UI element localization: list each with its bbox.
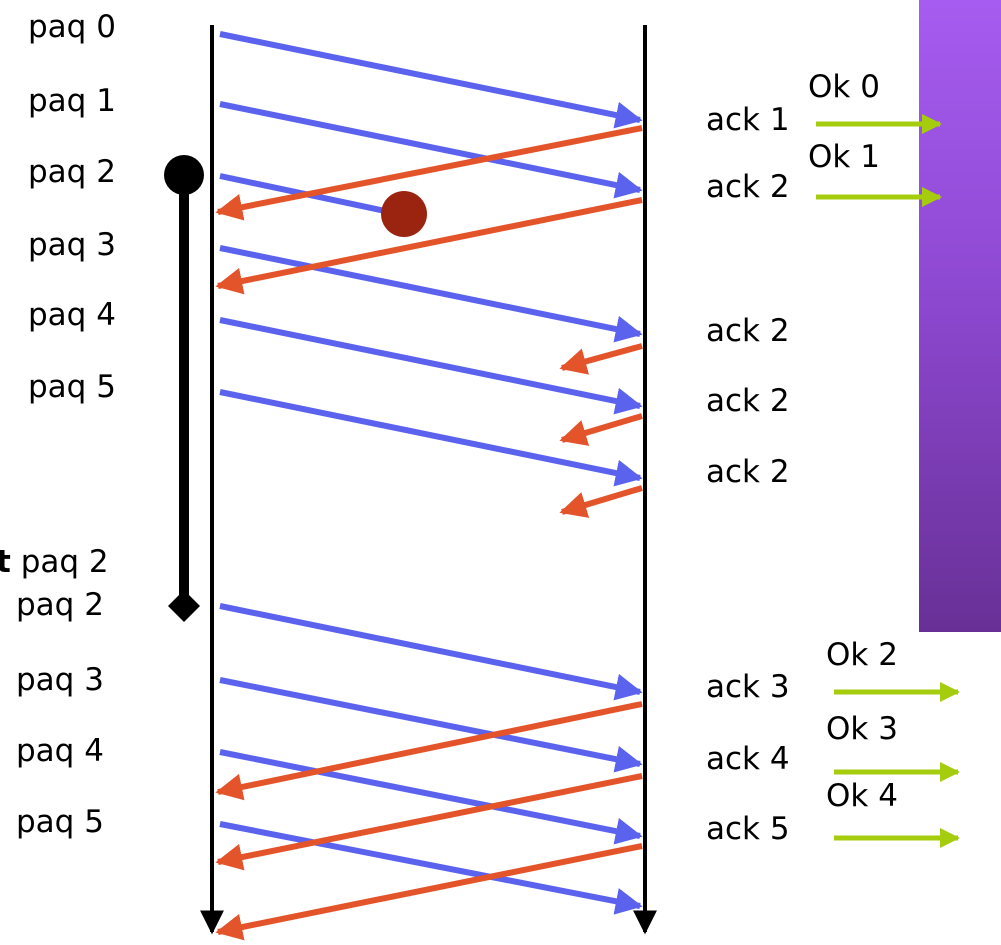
delivery-label: Ok 0 (808, 69, 880, 105)
timeout-marker: t (0, 544, 11, 580)
packet-label: paq 0 (28, 9, 116, 45)
ack-arrow (215, 197, 643, 295)
ack-label: ack 1 (706, 102, 790, 138)
timeout-packet: paq 2 (20, 544, 109, 580)
ack-label: ack 5 (706, 811, 790, 847)
packet-arrow (219, 603, 643, 701)
packet-arrow (219, 101, 643, 199)
delivery-label: Ok 2 (826, 637, 898, 673)
packet-label: paq 3 (28, 227, 116, 263)
packet-loss-marker (381, 191, 427, 237)
duplicate-ack-arrow (559, 413, 643, 446)
ack-label: ack 2 (706, 454, 790, 490)
ack-label: ack 2 (706, 169, 790, 205)
packet-arrow (219, 821, 643, 915)
ack-label: ack 3 (706, 669, 790, 705)
packet-label: paq 1 (28, 83, 116, 119)
ack-arrow (215, 773, 643, 871)
packet-label: paq 2 (28, 154, 116, 190)
delivery-label: Ok 4 (826, 778, 898, 814)
packet-label: paq 4 (28, 297, 116, 333)
delivery-label: Ok 1 (808, 139, 880, 175)
retransmit-label: paq 4 (16, 733, 104, 769)
packet-arrow (219, 317, 643, 415)
duplicate-ack-arrow (559, 343, 643, 375)
packet-arrow (219, 31, 643, 129)
ack-arrow (215, 843, 643, 941)
timer-start (164, 155, 204, 195)
ack-label: ack 4 (706, 741, 790, 777)
packet-arrow (219, 245, 643, 343)
ack-arrow (215, 125, 643, 221)
timer-end (168, 590, 200, 622)
ack-label: ack 2 (706, 383, 790, 419)
timeout-label: t paq 2 (0, 547, 109, 578)
duplicate-ack-arrow (559, 485, 643, 518)
packet-label: paq 5 (28, 369, 116, 405)
packet-arrow (219, 389, 643, 487)
delivery-label: Ok 3 (826, 711, 898, 747)
retransmit-label: paq 2 (16, 587, 104, 623)
packet-arrow (219, 749, 643, 845)
packet-arrow (219, 677, 643, 773)
retransmit-label: paq 3 (16, 662, 104, 698)
retransmit-label: paq 5 (16, 804, 104, 840)
ack-arrow (215, 701, 643, 801)
ack-label: ack 2 (706, 313, 790, 349)
application-layer-bar (919, 0, 1001, 632)
